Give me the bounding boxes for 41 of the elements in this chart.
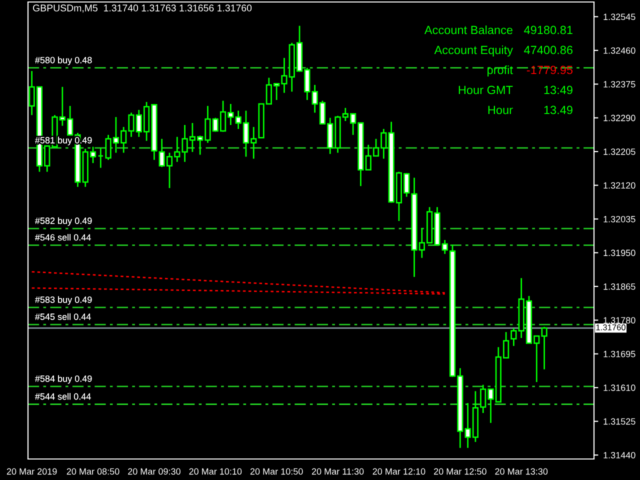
x-tick-label: 20 Mar 10:10 [189, 468, 242, 475]
ref-line-label: #584 buy 0.49 [34, 375, 92, 384]
chart-title: GBPUSDm,M5 1.31740 1.31763 1.31656 1.31760 [33, 4, 252, 13]
x-tick-label: 20 Mar 12:50 [434, 468, 486, 475]
y-tick-label: 1.31780 [604, 317, 636, 324]
ref-line-label: #582 buy 0.49 [34, 217, 92, 226]
ref-line-label: #546 sell 0.44 [34, 234, 91, 241]
y-tick-label: 1.32460 [604, 47, 636, 54]
ref-line-label: #545 sell 0.44 [34, 313, 91, 320]
ref-line-label: 1.31760 [596, 324, 626, 330]
y-tick-label: 1.32375 [604, 81, 636, 88]
y-tick-label: 1.31525 [604, 418, 636, 425]
ref-line-label: #583 buy 0.49 [34, 296, 92, 305]
y-tick-label: 1.32290 [604, 114, 636, 122]
annotation: 49180.81 [524, 26, 572, 34]
annotation: profit [488, 66, 513, 76]
annotation: Hour [488, 106, 513, 114]
x-tick-label: 20 Mar 08:50 [66, 468, 120, 475]
annotation: Hour GMT [458, 86, 513, 94]
y-tick-label: 1.31440 [604, 452, 636, 458]
y-tick-label: 1.32205 [604, 148, 636, 155]
ref-line-label: #544 sell 0.44 [34, 393, 91, 400]
y-tick-label: 1.31865 [604, 283, 636, 290]
x-tick-label: 20 Mar 11:30 [312, 468, 364, 475]
annotation: Account Balance [424, 26, 512, 34]
y-tick-label: 1.31950 [604, 250, 636, 256]
x-tick-label: 20 Mar 10:50 [250, 468, 303, 475]
y-tick-label: 1.31610 [604, 384, 636, 391]
annotation: 13:49 [544, 86, 572, 94]
annotation: 47400.86 [524, 46, 572, 54]
annotation: 13.49 [544, 106, 572, 114]
y-tick-label: 1.32035 [604, 216, 636, 222]
x-tick-label: 20 Mar 12:10 [372, 468, 426, 475]
annotation: Account Equity [434, 46, 513, 56]
x-tick-label: 20 Mar 09:30 [128, 468, 180, 475]
x-tick-label: 20 Mar 2019 [6, 468, 57, 475]
y-tick-label: 1.32545 [604, 14, 636, 20]
x-tick-label: 20 Mar 13:30 [495, 468, 548, 475]
y-tick-label: 1.31695 [604, 350, 636, 358]
y-tick-label: 1.32120 [604, 182, 636, 189]
ref-line-label: #580 buy 0.48 [34, 56, 92, 66]
